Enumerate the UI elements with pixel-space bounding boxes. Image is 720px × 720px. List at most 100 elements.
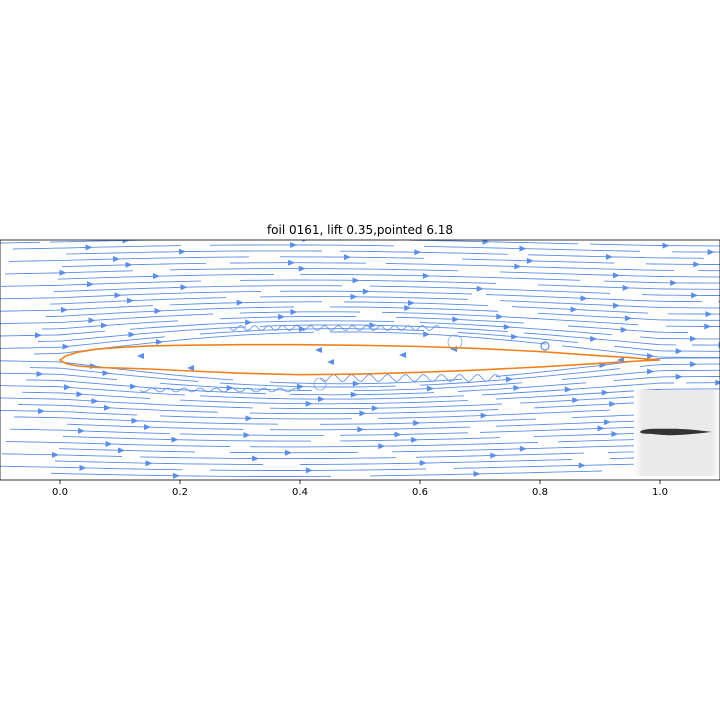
eddy-line bbox=[229, 325, 441, 331]
streamline-arrow bbox=[62, 343, 70, 350]
wake-eddies bbox=[137, 325, 624, 393]
streamline-arrow bbox=[87, 281, 94, 288]
streamline-arrow bbox=[35, 332, 42, 339]
streamline-arrow bbox=[601, 389, 609, 396]
streamline bbox=[589, 243, 720, 247]
streamline-arrow bbox=[580, 295, 588, 302]
streamline-arrow bbox=[243, 432, 251, 439]
streamline-arrow bbox=[423, 331, 431, 338]
streamline bbox=[53, 285, 343, 293]
streamline bbox=[61, 262, 207, 268]
streamline-arrow bbox=[59, 269, 67, 276]
streamline bbox=[499, 271, 720, 278]
streamline-arrow bbox=[125, 261, 133, 268]
streamline bbox=[0, 291, 262, 300]
streamline-arrow bbox=[506, 376, 513, 383]
streamline bbox=[37, 326, 247, 342]
streamline bbox=[0, 385, 186, 396]
streamline-arrow bbox=[76, 391, 84, 398]
streamline-arrow bbox=[173, 472, 180, 479]
streamline bbox=[0, 330, 106, 337]
streamline-arrow bbox=[357, 426, 365, 433]
streamline bbox=[230, 262, 367, 264]
streamline bbox=[603, 280, 720, 284]
streamline-arrow bbox=[350, 391, 358, 398]
eddy-line bbox=[319, 374, 501, 382]
streamline-arrow bbox=[490, 452, 498, 459]
streamline bbox=[57, 273, 274, 280]
streamline bbox=[457, 382, 587, 392]
streamline bbox=[65, 250, 322, 255]
streamline-arrow bbox=[670, 279, 678, 286]
streamline bbox=[129, 320, 395, 330]
streamline-arrow bbox=[675, 348, 683, 355]
streamline bbox=[495, 357, 720, 377]
streamline bbox=[159, 382, 313, 392]
streamline bbox=[0, 465, 183, 471]
streamline bbox=[54, 460, 263, 465]
streamline bbox=[299, 273, 581, 281]
streamline-arrow bbox=[691, 292, 699, 299]
streamline-arrow bbox=[707, 249, 715, 256]
streamline-arrow bbox=[38, 408, 45, 415]
streamline-arrow bbox=[473, 470, 481, 477]
streamline bbox=[354, 382, 523, 392]
streamline-arrow bbox=[570, 306, 578, 313]
streamline bbox=[0, 241, 41, 244]
streamline bbox=[259, 324, 509, 333]
streamline bbox=[499, 300, 720, 309]
streamline-arrow bbox=[236, 299, 244, 306]
streamline-arrow bbox=[613, 272, 620, 279]
streamline-arrow bbox=[252, 455, 260, 462]
streamline-arrow bbox=[118, 447, 125, 454]
streamline bbox=[0, 360, 234, 381]
streamline bbox=[369, 285, 611, 294]
streamline-arrow bbox=[662, 242, 670, 249]
streamline-arrow bbox=[352, 277, 360, 284]
streamline-arrow bbox=[352, 380, 360, 387]
streamline-arrow bbox=[414, 249, 422, 256]
streamline bbox=[279, 290, 473, 295]
streamline-arrow bbox=[288, 259, 296, 266]
streamline-arrow bbox=[299, 326, 307, 333]
streamline-arrow bbox=[91, 398, 99, 405]
streamline bbox=[0, 397, 254, 409]
streamline bbox=[259, 296, 469, 300]
streamline bbox=[239, 279, 497, 284]
streamline-arrow bbox=[378, 443, 386, 450]
streamline-arrow bbox=[514, 263, 522, 270]
streamline-arrow bbox=[715, 379, 720, 386]
streamline bbox=[179, 399, 469, 405]
x-tick-label: 0.4 bbox=[292, 487, 308, 498]
streamline-arrow bbox=[482, 240, 490, 245]
streamline-arrow bbox=[605, 253, 613, 260]
streamline bbox=[270, 426, 471, 431]
streamline bbox=[423, 245, 641, 252]
streamline-arrow bbox=[511, 333, 519, 340]
streamline bbox=[249, 441, 539, 448]
streamline-arrow bbox=[297, 383, 304, 390]
streamline bbox=[179, 433, 324, 436]
x-axis: 0.0 0.2 0.4 0.6 0.8 1.0 bbox=[52, 480, 668, 498]
streamline bbox=[377, 409, 611, 419]
streamline-arrow bbox=[298, 265, 306, 272]
axes-frame bbox=[0, 239, 720, 481]
streamline-arrow bbox=[690, 361, 697, 368]
streamline bbox=[0, 313, 214, 325]
x-tick-label: 0.2 bbox=[172, 487, 188, 498]
streamline bbox=[461, 258, 615, 264]
chart-title: foil 0161, lift 0.35,pointed 6.18 bbox=[267, 223, 453, 237]
streamline-arrow bbox=[513, 384, 521, 391]
streamline bbox=[0, 372, 118, 381]
streamline bbox=[159, 415, 352, 420]
streamline bbox=[395, 316, 525, 324]
streamline-arrow bbox=[114, 292, 122, 299]
streamline-arrow bbox=[597, 425, 605, 432]
streamline bbox=[645, 263, 720, 265]
streamline-arrow bbox=[61, 306, 68, 313]
streamline bbox=[269, 403, 503, 410]
streamline bbox=[409, 240, 579, 245]
streamline bbox=[519, 396, 641, 404]
streamline-arrow bbox=[519, 445, 527, 452]
streamline bbox=[49, 297, 227, 305]
